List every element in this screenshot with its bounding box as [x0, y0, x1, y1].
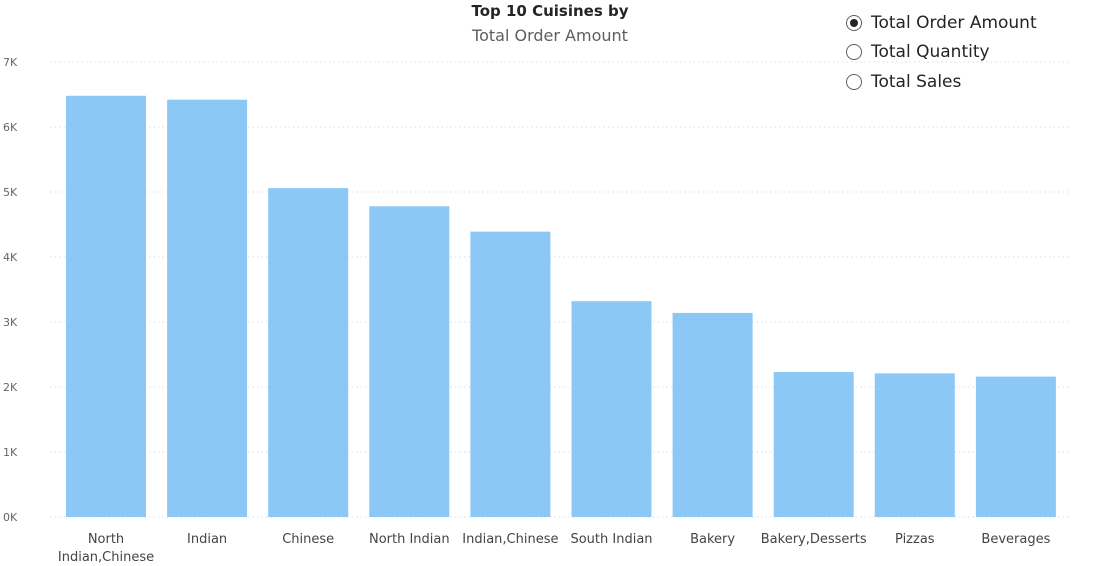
- y-tick-label: 1K: [3, 446, 18, 459]
- bar: South Indian: 3320: [571, 301, 652, 517]
- y-tick-label: 5K: [3, 186, 18, 199]
- y-tick-label: 7K: [3, 56, 18, 69]
- x-tick-label: Bakery: [690, 532, 735, 547]
- option-label: Total Order Amount: [871, 12, 1037, 33]
- option-total-sales[interactable]: Total Sales: [846, 67, 1037, 97]
- x-tick-label: Indian,Chinese: [58, 550, 154, 565]
- y-tick-label: 2K: [3, 381, 18, 394]
- option-total-quantity[interactable]: Total Quantity: [846, 38, 1037, 68]
- x-tick-label: South Indian: [570, 532, 652, 547]
- x-tick-label: North: [88, 532, 124, 547]
- x-tick-label: North Indian: [369, 532, 450, 547]
- y-tick-label: 3K: [3, 316, 18, 329]
- bar: Chinese: 5060: [268, 188, 349, 517]
- x-tick-label: Pizzas: [895, 532, 935, 547]
- y-tick-label: 6K: [3, 121, 18, 134]
- y-tick-label: 4K: [3, 251, 18, 264]
- bar: Indian: 6420: [167, 99, 248, 517]
- bar: Bakery: 3140: [672, 312, 753, 517]
- bar: Indian,Chinese: 4390: [470, 231, 551, 517]
- radio-icon[interactable]: [846, 44, 862, 61]
- measure-selector: Total Order Amount Total Quantity Total …: [846, 8, 1037, 97]
- x-tick-label: Bakery,Desserts: [761, 532, 867, 547]
- bar: Beverages: 2160: [975, 376, 1056, 517]
- bar: Pizzas: 2210: [874, 373, 955, 517]
- option-label: Total Quantity: [871, 42, 990, 63]
- radio-icon[interactable]: [846, 73, 862, 90]
- bar: North Indian,Chinese: 6480: [66, 95, 146, 518]
- option-total-order-amount[interactable]: Total Order Amount: [846, 8, 1037, 38]
- x-tick-label: Indian,Chinese: [462, 532, 558, 547]
- x-tick-label: Indian: [187, 532, 227, 547]
- radio-icon[interactable]: [846, 14, 862, 31]
- x-tick-label: Beverages: [981, 532, 1050, 547]
- y-tick-label: 0K: [3, 511, 18, 524]
- bar: Bakery,Desserts: 2230: [773, 372, 854, 517]
- bar: North Indian: 4780: [369, 206, 450, 518]
- x-tick-label: Chinese: [282, 532, 334, 547]
- option-label: Total Sales: [871, 71, 962, 92]
